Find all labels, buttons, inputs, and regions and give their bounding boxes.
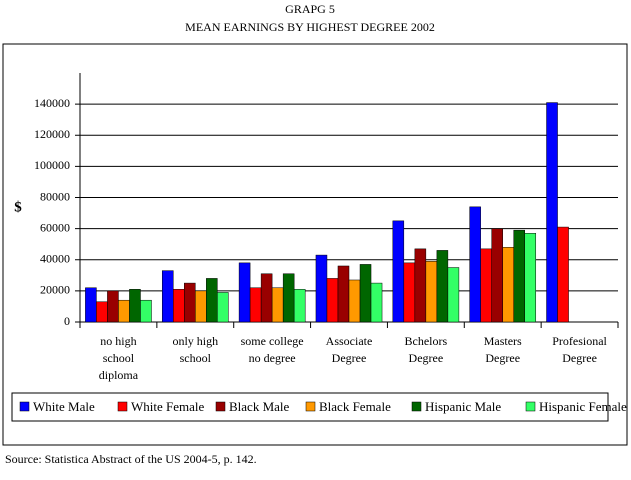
bar xyxy=(469,206,481,323)
bar xyxy=(107,290,119,323)
legend-label: White Male xyxy=(33,399,95,414)
bar xyxy=(195,290,207,323)
bar xyxy=(403,262,416,323)
bar xyxy=(315,254,328,323)
bar xyxy=(129,289,141,323)
bar xyxy=(425,261,438,323)
y-axis-label: $ xyxy=(14,199,22,215)
bar xyxy=(96,301,108,323)
y-tick-label: 120000 xyxy=(34,127,70,141)
legend-label: Hispanic Female xyxy=(539,399,627,414)
bar xyxy=(337,265,350,323)
chart-subtitle: MEAN EARNINGS BY HIGHEST DEGREE 2002 xyxy=(185,20,435,34)
bar xyxy=(348,279,361,323)
bar xyxy=(161,270,174,323)
bar xyxy=(249,287,262,323)
bar xyxy=(184,282,196,323)
bar xyxy=(140,299,152,323)
bar xyxy=(85,287,97,323)
legend-swatch xyxy=(411,401,422,412)
bar xyxy=(359,264,372,323)
y-tick-label: 80000 xyxy=(40,189,70,203)
y-tick-label: 40000 xyxy=(40,252,70,266)
legend-swatch xyxy=(525,401,536,412)
x-tick-label: only high school xyxy=(172,334,218,365)
bar xyxy=(173,289,185,323)
y-tick-label: 100000 xyxy=(34,158,70,172)
bar xyxy=(370,282,383,323)
x-tick-label: no high school diploma xyxy=(99,334,139,382)
bar xyxy=(206,278,218,323)
legend-label: White Female xyxy=(131,399,205,414)
y-tick-label: 0 xyxy=(64,314,70,328)
bar xyxy=(480,248,492,323)
x-tick-label: Bchelors Degree xyxy=(405,334,448,365)
bar xyxy=(491,228,503,323)
bar xyxy=(238,262,251,323)
legend-swatch xyxy=(117,401,128,412)
bar xyxy=(524,233,537,323)
bar xyxy=(392,220,405,323)
chart-border xyxy=(2,43,628,446)
legend-label: Hispanic Male xyxy=(425,399,501,414)
legend-swatch xyxy=(305,401,316,412)
bar xyxy=(447,267,460,323)
y-tick-label: 20000 xyxy=(40,283,70,297)
bar xyxy=(271,287,284,323)
x-tick-label: Associate Degree xyxy=(326,334,373,365)
bar xyxy=(436,250,449,323)
bar xyxy=(513,229,525,323)
legend-label: Black Male xyxy=(229,399,290,414)
chart-title: GRAPG 5 xyxy=(285,2,335,16)
bar xyxy=(282,273,295,323)
y-tick-label: 140000 xyxy=(34,96,70,110)
bar xyxy=(217,292,229,323)
source-note: Source: Statistica Abstract of the US 20… xyxy=(5,452,257,466)
x-tick-label: some college no degree xyxy=(241,334,304,365)
legend-swatch xyxy=(215,401,226,412)
bar xyxy=(546,102,558,323)
bar xyxy=(260,273,273,323)
x-tick-label: Profesional Degree xyxy=(552,334,607,365)
bar xyxy=(414,248,427,323)
legend-box xyxy=(11,392,609,422)
bar xyxy=(118,299,130,323)
bar xyxy=(293,289,306,323)
legend-swatch xyxy=(19,401,30,412)
x-tick-label: Masters Degree xyxy=(484,334,522,365)
bar xyxy=(502,247,514,323)
bar xyxy=(557,226,569,323)
y-tick-label: 60000 xyxy=(40,220,70,234)
bar xyxy=(326,278,339,323)
legend-label: Black Female xyxy=(319,399,391,414)
